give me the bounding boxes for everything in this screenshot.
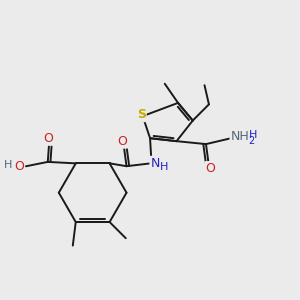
Text: H: H [160, 162, 168, 172]
Text: O: O [43, 132, 53, 145]
Text: NH: NH [230, 130, 249, 143]
Text: 2: 2 [248, 136, 254, 146]
Text: H: H [249, 130, 257, 140]
Text: S: S [137, 108, 146, 121]
Text: O: O [117, 135, 127, 148]
Text: N: N [150, 157, 160, 170]
Text: H: H [4, 160, 12, 170]
Text: O: O [14, 160, 24, 173]
Text: O: O [206, 162, 215, 175]
